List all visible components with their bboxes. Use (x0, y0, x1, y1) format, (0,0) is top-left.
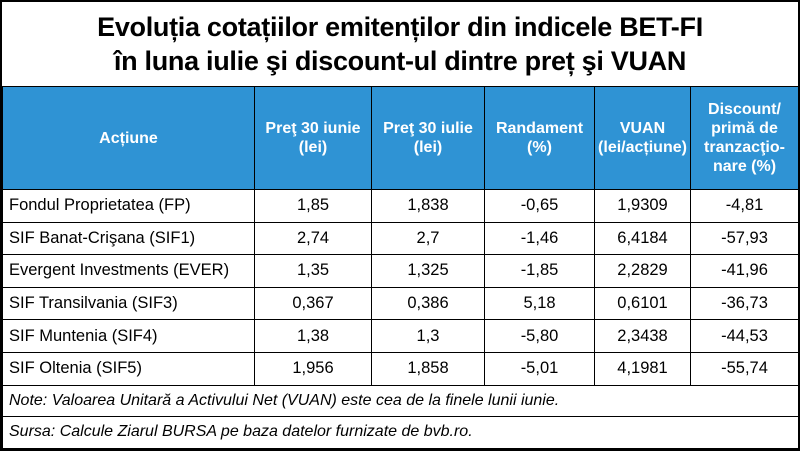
table-row: SIF Muntenia (SIF4) 1,38 1,3 -5,80 2,3438 -44… (2, 319, 799, 353)
cell-value: -57,93 (690, 221, 799, 256)
cell-value: 1,38 (254, 319, 372, 353)
cell-company-name: SIF Transilvania (SIF3) (2, 286, 255, 321)
header-text-line: (lei/acțiune) (598, 139, 687, 156)
header-text-line: Acțiune (99, 129, 158, 147)
cell-value: -5,01 (484, 351, 595, 386)
cell-value: -5,80 (484, 319, 595, 353)
cell-company-name: SIF Banat-Crişana (SIF1) (2, 221, 255, 256)
cell-value: 1,956 (254, 351, 372, 386)
header-text-line: (lei) (413, 139, 443, 156)
cell-value: -44,53 (690, 319, 799, 353)
table-row: SIF Banat-Crişana (SIF1) 2,74 2,7 -1,46 6,41… (2, 221, 799, 256)
title-line-1: Evoluția cotațiilor emitenților din indi… (97, 12, 703, 42)
cell-value: 1,858 (371, 351, 485, 386)
cell-value: 0,367 (254, 286, 372, 321)
note-row: Note: Valoarea Unitară a Activului Net (… (2, 384, 799, 418)
source-row: Sursa: Calcule Ziarul BURSA pe baza date… (2, 416, 799, 449)
cell-company-name: SIF Oltenia (SIF5) (2, 351, 255, 386)
cell-value: 1,85 (254, 189, 372, 223)
cell-value: 1,325 (371, 254, 485, 288)
header-text-line: tranzacţio- (704, 139, 785, 156)
table-row: SIF Transilvania (SIF3) 0,367 0,386 5,18 0,6… (2, 286, 799, 321)
header-randament: Randament (%) (484, 86, 595, 190)
cell-value: 0,386 (371, 286, 485, 321)
header-text-line: primă de (711, 120, 778, 137)
stock-table: Acțiune Preţ 30 iunie (lei) Preţ 30 iulie (l… (2, 86, 799, 449)
header-text-line: nare (%) (712, 158, 777, 175)
cell-value: 0,6101 (594, 286, 691, 321)
header-text-line: Randament (495, 120, 584, 137)
header-actiune: Acțiune (2, 86, 255, 190)
header-pret-30-iunie: Preţ 30 iunie (lei) (254, 86, 372, 190)
cell-value: 1,3 (371, 319, 485, 353)
cell-value: -1,46 (484, 221, 595, 256)
title-line-2: în luna iulie şi discount-ul dintre preț… (113, 46, 687, 76)
cell-company-name: Fondul Proprietatea (FP) (2, 189, 255, 223)
header-text-line: (lei) (298, 139, 328, 156)
header-text-line: Preţ 30 iunie (265, 120, 361, 137)
cell-value: 4,1981 (594, 351, 691, 386)
cell-company-name: Evergent Investments (EVER) (2, 254, 255, 288)
cell-value: -36,73 (690, 286, 799, 321)
cell-value: 2,2829 (594, 254, 691, 288)
table-row: Evergent Investments (EVER) 1,35 1,325 -1,8… (2, 254, 799, 288)
header-text-line: (%) (527, 139, 552, 156)
cell-value: 1,35 (254, 254, 372, 288)
page-title: Evoluția cotațiilor emitenților din indi… (2, 2, 798, 86)
source-text: Sursa: Calcule Ziarul BURSA pe baza date… (2, 416, 799, 449)
header-text-line: Preţ 30 iulie (383, 120, 473, 137)
cell-company-name: SIF Muntenia (SIF4) (2, 319, 255, 353)
cell-value: 2,3438 (594, 319, 691, 353)
cell-value: -1,85 (484, 254, 595, 288)
cell-value: -4,81 (690, 189, 799, 223)
cell-value: 1,838 (371, 189, 485, 223)
cell-value: 2,74 (254, 221, 372, 256)
note-text: Note: Valoarea Unitară a Activului Net (… (2, 384, 799, 418)
cell-value: 1,9309 (594, 189, 691, 223)
table-row: SIF Oltenia (SIF5) 1,956 1,858 -5,01 4,1981-… (2, 351, 799, 386)
cell-value: -41,96 (690, 254, 799, 288)
cell-value: 5,18 (484, 286, 595, 321)
cell-value: 6,4184 (594, 221, 691, 256)
header-vuan: VUAN (lei/acțiune) (594, 86, 691, 190)
cell-value: -0,65 (484, 189, 595, 223)
table-header-row: Acțiune Preţ 30 iunie (lei) Preţ 30 iulie (l… (2, 86, 799, 190)
header-pret-30-iulie: Preţ 30 iulie (lei) (371, 86, 485, 190)
header-discount: Discount/primă de tranzacţio-nare (%) (690, 86, 799, 190)
cell-value: 2,7 (371, 221, 485, 256)
table-row: Fondul Proprietatea (FP) 1,85 1,838 -0,65 1,… (2, 189, 799, 223)
header-text-line: Discount/ (708, 101, 781, 118)
header-text-line: VUAN (619, 120, 666, 137)
cell-value: -55,74 (690, 351, 799, 386)
